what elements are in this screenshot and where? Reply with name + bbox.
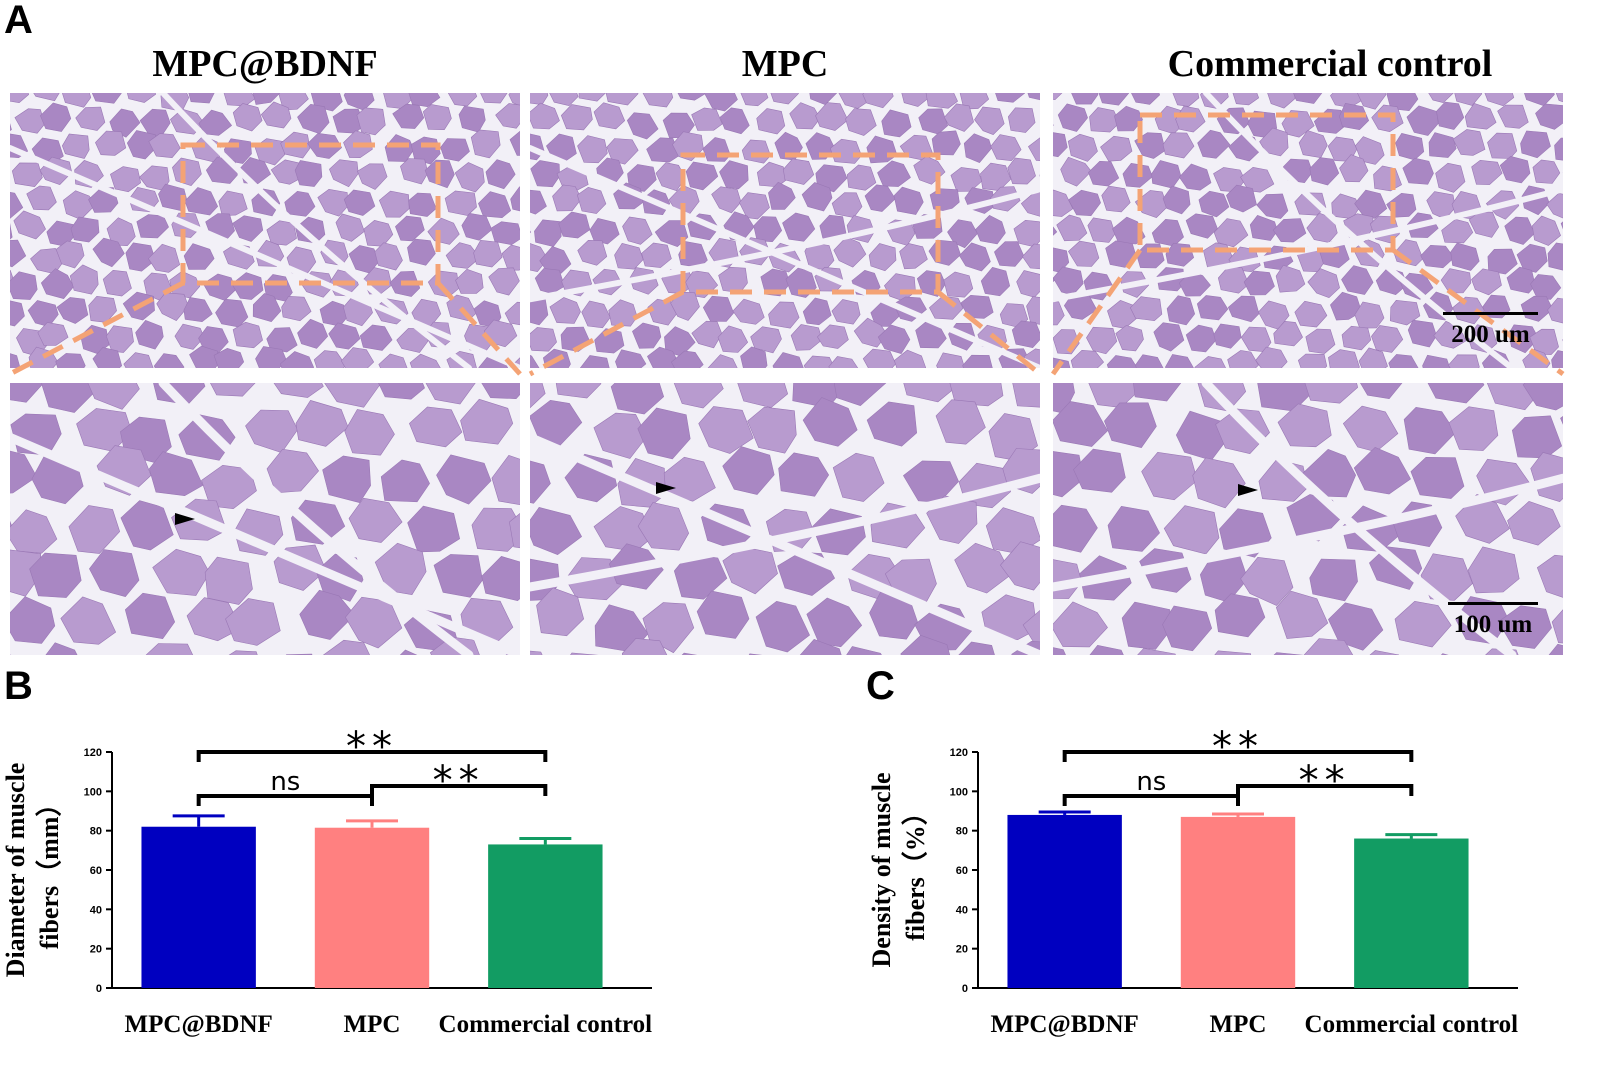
x-tick-label: Commercial control [1305, 1011, 1519, 1038]
y-axis-label: fibers（mm） [35, 791, 64, 950]
bar [1354, 838, 1469, 988]
significance-bracket [370, 784, 548, 796]
y-tick-label: 40 [90, 904, 102, 916]
y-tick-label: 120 [950, 747, 968, 759]
x-tick-label: MPC@BDNF [991, 1011, 1139, 1038]
scale-bar-label: 100 um [1453, 611, 1533, 638]
panel-label-b: B [4, 664, 33, 708]
zoom-line-mpc-left [528, 289, 685, 377]
scale-bar-line [1443, 312, 1538, 315]
significance-bracket [1062, 794, 1240, 806]
arrowhead-icon [175, 513, 195, 525]
bar [1180, 816, 1296, 988]
scale-bar-line [1448, 602, 1538, 605]
panel-label-a: A [4, 0, 33, 42]
y-axis-label: Diameter of muscle [1, 763, 30, 978]
chart-density: Density of muscle fibers（%） 0 20 40 60 80 100 12… [867, 724, 1519, 1038]
panel-label-c: C [866, 664, 895, 708]
zoom-box-commercial-control [1137, 112, 1396, 253]
y-tick-label: 80 [956, 826, 968, 838]
x-tick-label: Commercial control [439, 1011, 653, 1038]
significance-label: ** [1299, 758, 1351, 804]
zoom-line-commercial-left [1050, 248, 1143, 376]
micrograph-mpc-zoom [530, 383, 1040, 655]
y-tick-label: 40 [956, 904, 968, 916]
significance-bracket [196, 750, 548, 762]
y-tick-label: 60 [90, 865, 102, 877]
bar [314, 827, 430, 988]
y-tick-label: 0 [962, 983, 968, 995]
x-tick-label: MPC [344, 1011, 401, 1038]
zoom-line-mpc-bdnf-right [436, 281, 522, 376]
micrograph-commercial-control-zoom [1053, 383, 1563, 655]
y-tick-label: 80 [90, 826, 102, 838]
zoom-box-mpc-bdnf [180, 142, 441, 286]
x-tick-label: MPC [1210, 1011, 1267, 1038]
significance-bracket [196, 794, 374, 806]
significance-bracket [1236, 784, 1414, 796]
column-title-commercial-control: Commercial control [1167, 43, 1493, 85]
zoom-box-mpc [680, 152, 941, 295]
column-title-mpc-bdnf: MPC@BDNF [152, 43, 378, 85]
y-tick-label: 0 [96, 983, 102, 995]
y-tick-label: 120 [84, 747, 102, 759]
significance-label: ns [270, 767, 300, 797]
micrograph-mpc-overview [530, 93, 1040, 368]
y-tick-label: 60 [956, 865, 968, 877]
column-title-mpc: MPC [741, 43, 829, 85]
scale-bar-label: 200 um [1451, 321, 1530, 348]
scale-bar-bottom: 100 um [1448, 602, 1538, 639]
y-tick-label: 100 [84, 786, 102, 798]
chart-diameter: Diameter of muscle fibers（mm） 0 20 40 60 80 100… [1, 724, 653, 1038]
micrograph-mpc-bdnf-zoom [10, 383, 520, 655]
zoom-line-mpc-bdnf-left [8, 280, 185, 377]
arrowhead-icon [1238, 484, 1258, 496]
significance-label: ** [433, 758, 485, 804]
y-tick-label: 20 [90, 944, 102, 956]
zoom-line-mpc-right [936, 290, 1042, 376]
y-axis-label: Density of muscle [867, 773, 896, 968]
significance-bracket [1062, 750, 1414, 762]
significance-label: ns [1136, 767, 1166, 797]
bar [488, 844, 603, 988]
y-tick-label: 100 [950, 786, 968, 798]
bar [141, 826, 256, 988]
significance-label: ** [1212, 724, 1264, 770]
bar [1007, 814, 1122, 988]
x-tick-label: MPC@BDNF [125, 1011, 273, 1038]
y-tick-label: 20 [956, 944, 968, 956]
scale-bar-top: 200 um [1443, 312, 1538, 349]
arrowhead-icon [656, 482, 676, 494]
y-axis-label: fibers（%） [901, 799, 930, 941]
significance-label: ** [346, 724, 398, 770]
